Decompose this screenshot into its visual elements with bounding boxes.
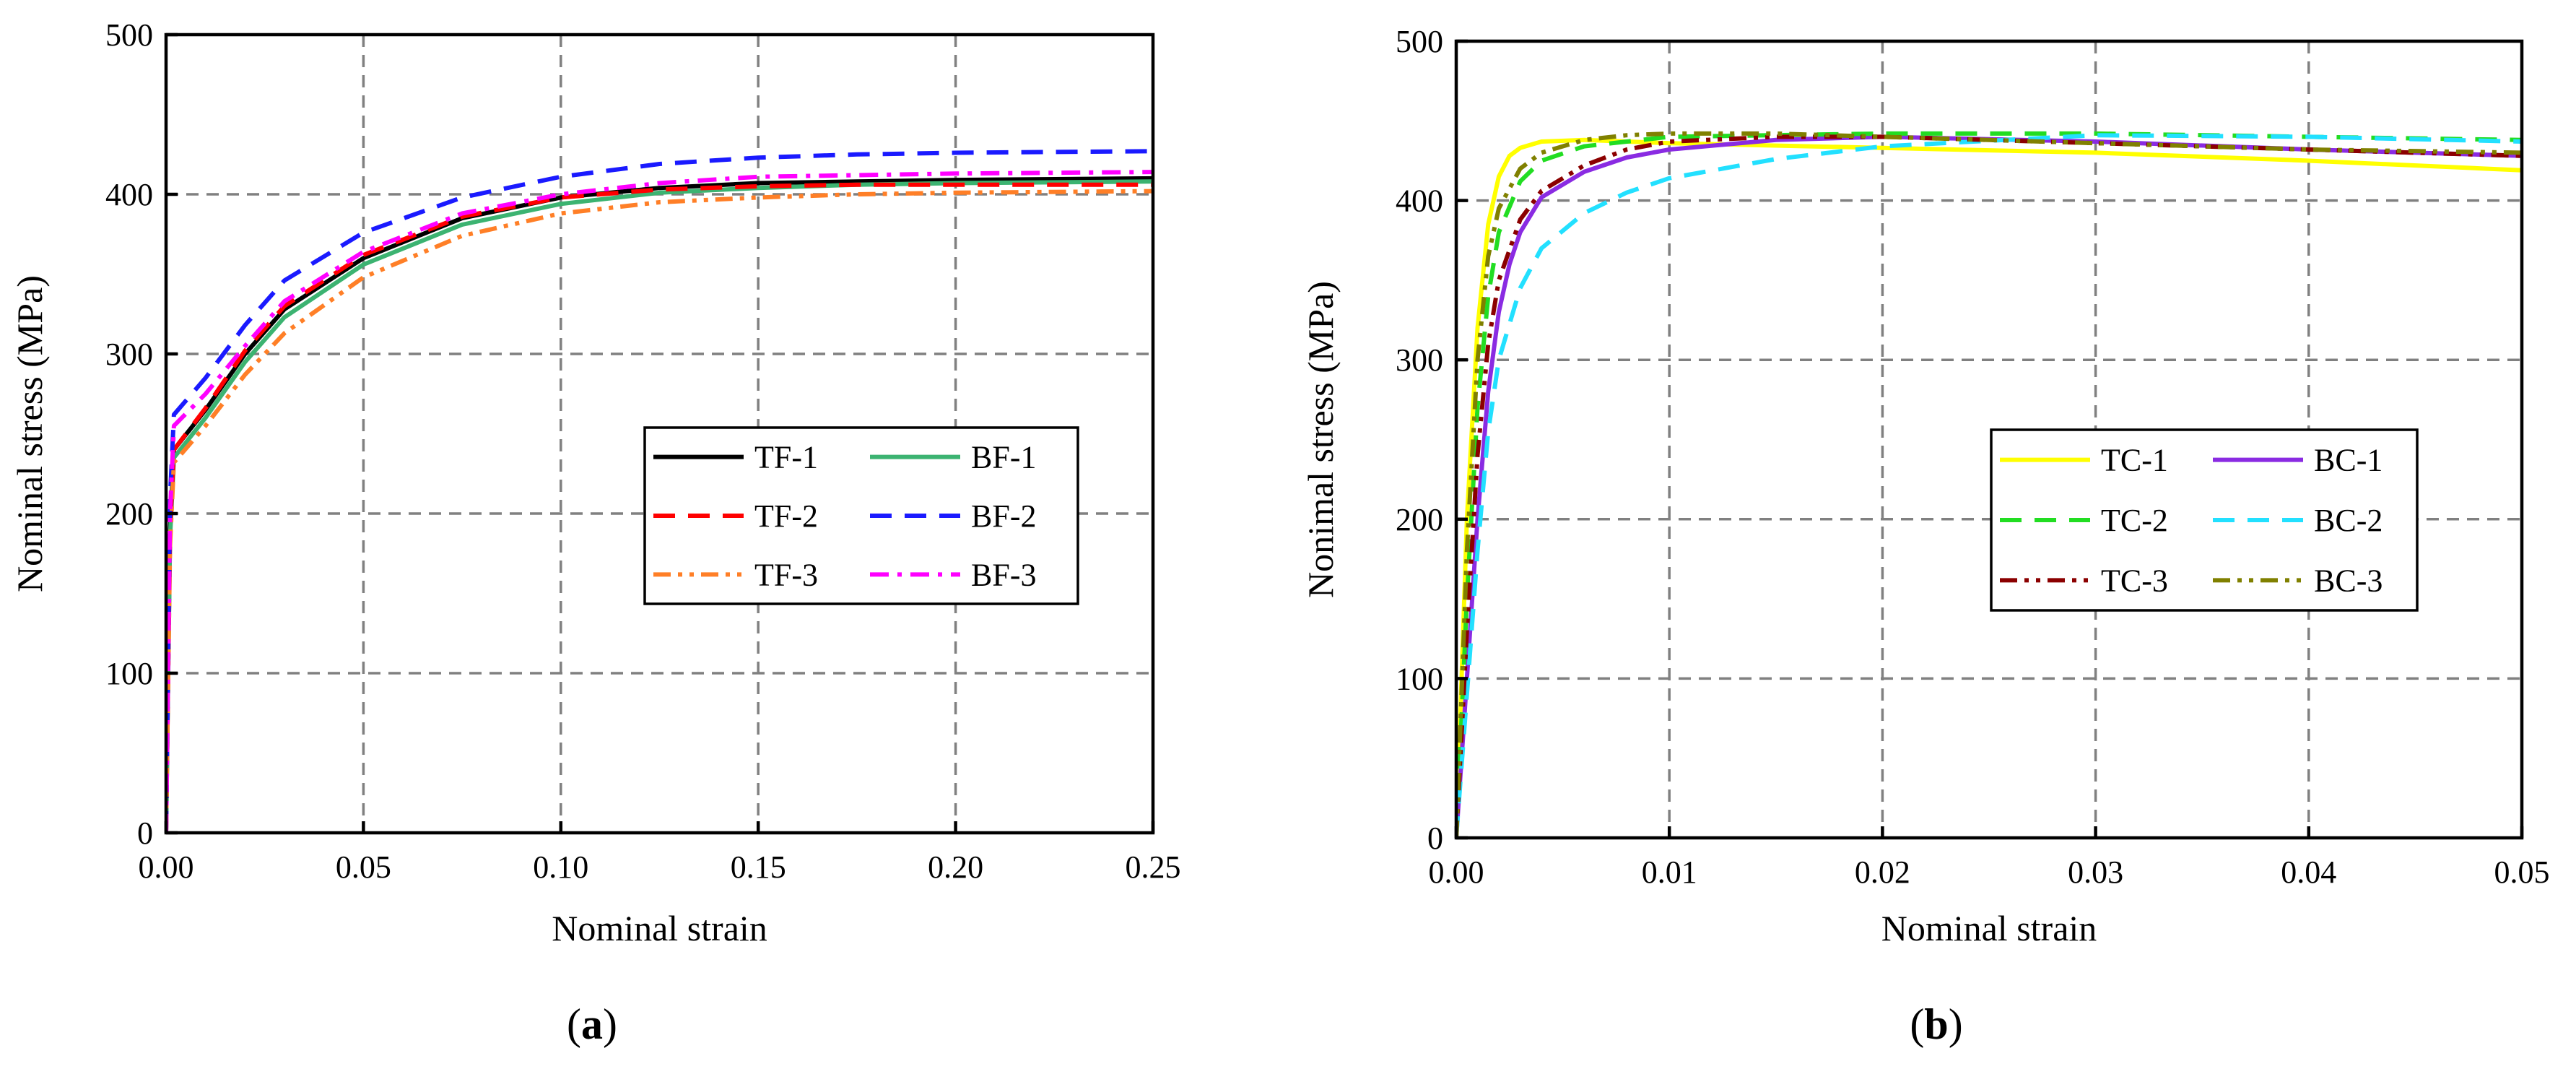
y-tick-label: 400 <box>1396 183 1443 219</box>
x-tick-label: 0.04 <box>2281 854 2336 890</box>
y-tick-label: 300 <box>1396 342 1443 378</box>
series-group <box>166 149 1153 833</box>
y-tick-label: 500 <box>1396 24 1443 59</box>
legend-label-bc-3: BC-3 <box>2314 563 2383 598</box>
y-tick-label: 200 <box>1396 502 1443 537</box>
legend-label-bf-2: BF-2 <box>971 498 1036 534</box>
y-tick-label: 300 <box>105 337 153 372</box>
y-tick-label: 100 <box>1396 661 1443 696</box>
series-line-tc-3 <box>1456 134 2522 838</box>
legend-label-tc-3: TC-3 <box>2101 563 2168 598</box>
y-tick-label: 500 <box>105 17 153 53</box>
series-line-tf-2 <box>166 182 1153 833</box>
legend-label-tc-2: TC-2 <box>2101 503 2168 538</box>
legend-label-bf-1: BF-1 <box>971 440 1036 475</box>
x-tick-label: 0.00 <box>1429 854 1484 890</box>
plot-frame <box>164 33 1155 835</box>
panel-b: 0.00 0.01 0.02 0.03 0.04 0.05 0 100 200 300 400 500… <box>1300 24 2550 1048</box>
panel-label: (a) <box>567 1000 617 1048</box>
y-tick-label: 200 <box>105 496 153 532</box>
x-tick-label: 0.20 <box>928 849 983 885</box>
series-line-tc-2 <box>1456 131 2522 838</box>
legend-label-tc-1: TC-1 <box>2101 443 2168 478</box>
series-group <box>1456 131 2522 838</box>
x-tick-label: 0.10 <box>533 849 588 885</box>
plot-frame <box>1454 39 2524 840</box>
x-tick-label: 0.05 <box>336 849 391 885</box>
x-tick-label: 0.02 <box>1855 854 1910 890</box>
y-tick-label: 0 <box>137 815 153 851</box>
x-tick-label: 0.03 <box>2068 854 2123 890</box>
series-line-bc-3 <box>1456 131 2522 838</box>
x-axis-title: Nominal strain <box>552 908 767 948</box>
series-line-bc-2 <box>1456 133 2522 838</box>
legend: TC-1 BC-1 TC-2 BC-2 TC-3 BC-3 <box>1990 428 2419 612</box>
y-axis-title: Nominal stress (MPa) <box>9 275 50 592</box>
x-tick-label: 0.01 <box>1642 854 1697 890</box>
legend-label-tf-1: TF-1 <box>754 440 818 475</box>
series-line-bf-3 <box>166 170 1153 833</box>
legend-label-bc-2: BC-2 <box>2314 503 2383 538</box>
x-tick-label: 0.15 <box>731 849 786 885</box>
y-tick-label: 100 <box>105 656 153 691</box>
legend-label-tf-2: TF-2 <box>754 498 818 534</box>
legend-label-bf-3: BF-3 <box>971 557 1036 592</box>
x-tick-label: 0.00 <box>139 849 194 885</box>
legend-label-bc-1: BC-1 <box>2314 443 2383 478</box>
x-tick-label: 0.25 <box>1126 849 1181 885</box>
legend-label-tf-3: TF-3 <box>754 557 818 592</box>
x-tick-label: 0.05 <box>2494 854 2550 890</box>
legend: TF-1 BF-1 TF-2 BF-2 TF-3 BF-3 <box>643 426 1079 605</box>
series-line-bf-2 <box>166 149 1153 833</box>
panel-label: (b) <box>1910 1000 1962 1048</box>
x-axis-title: Nominal strain <box>1881 908 2097 948</box>
series-line-tc-1 <box>1456 137 2522 838</box>
y-axis-title: Nonimal stress (MPa) <box>1300 281 1341 598</box>
y-tick-label: 0 <box>1427 821 1443 856</box>
panel-a: 0.00 0.05 0.10 0.15 0.20 0.25 0 100 200 300 400 500… <box>9 17 1181 1048</box>
y-tick-label: 400 <box>105 177 153 212</box>
